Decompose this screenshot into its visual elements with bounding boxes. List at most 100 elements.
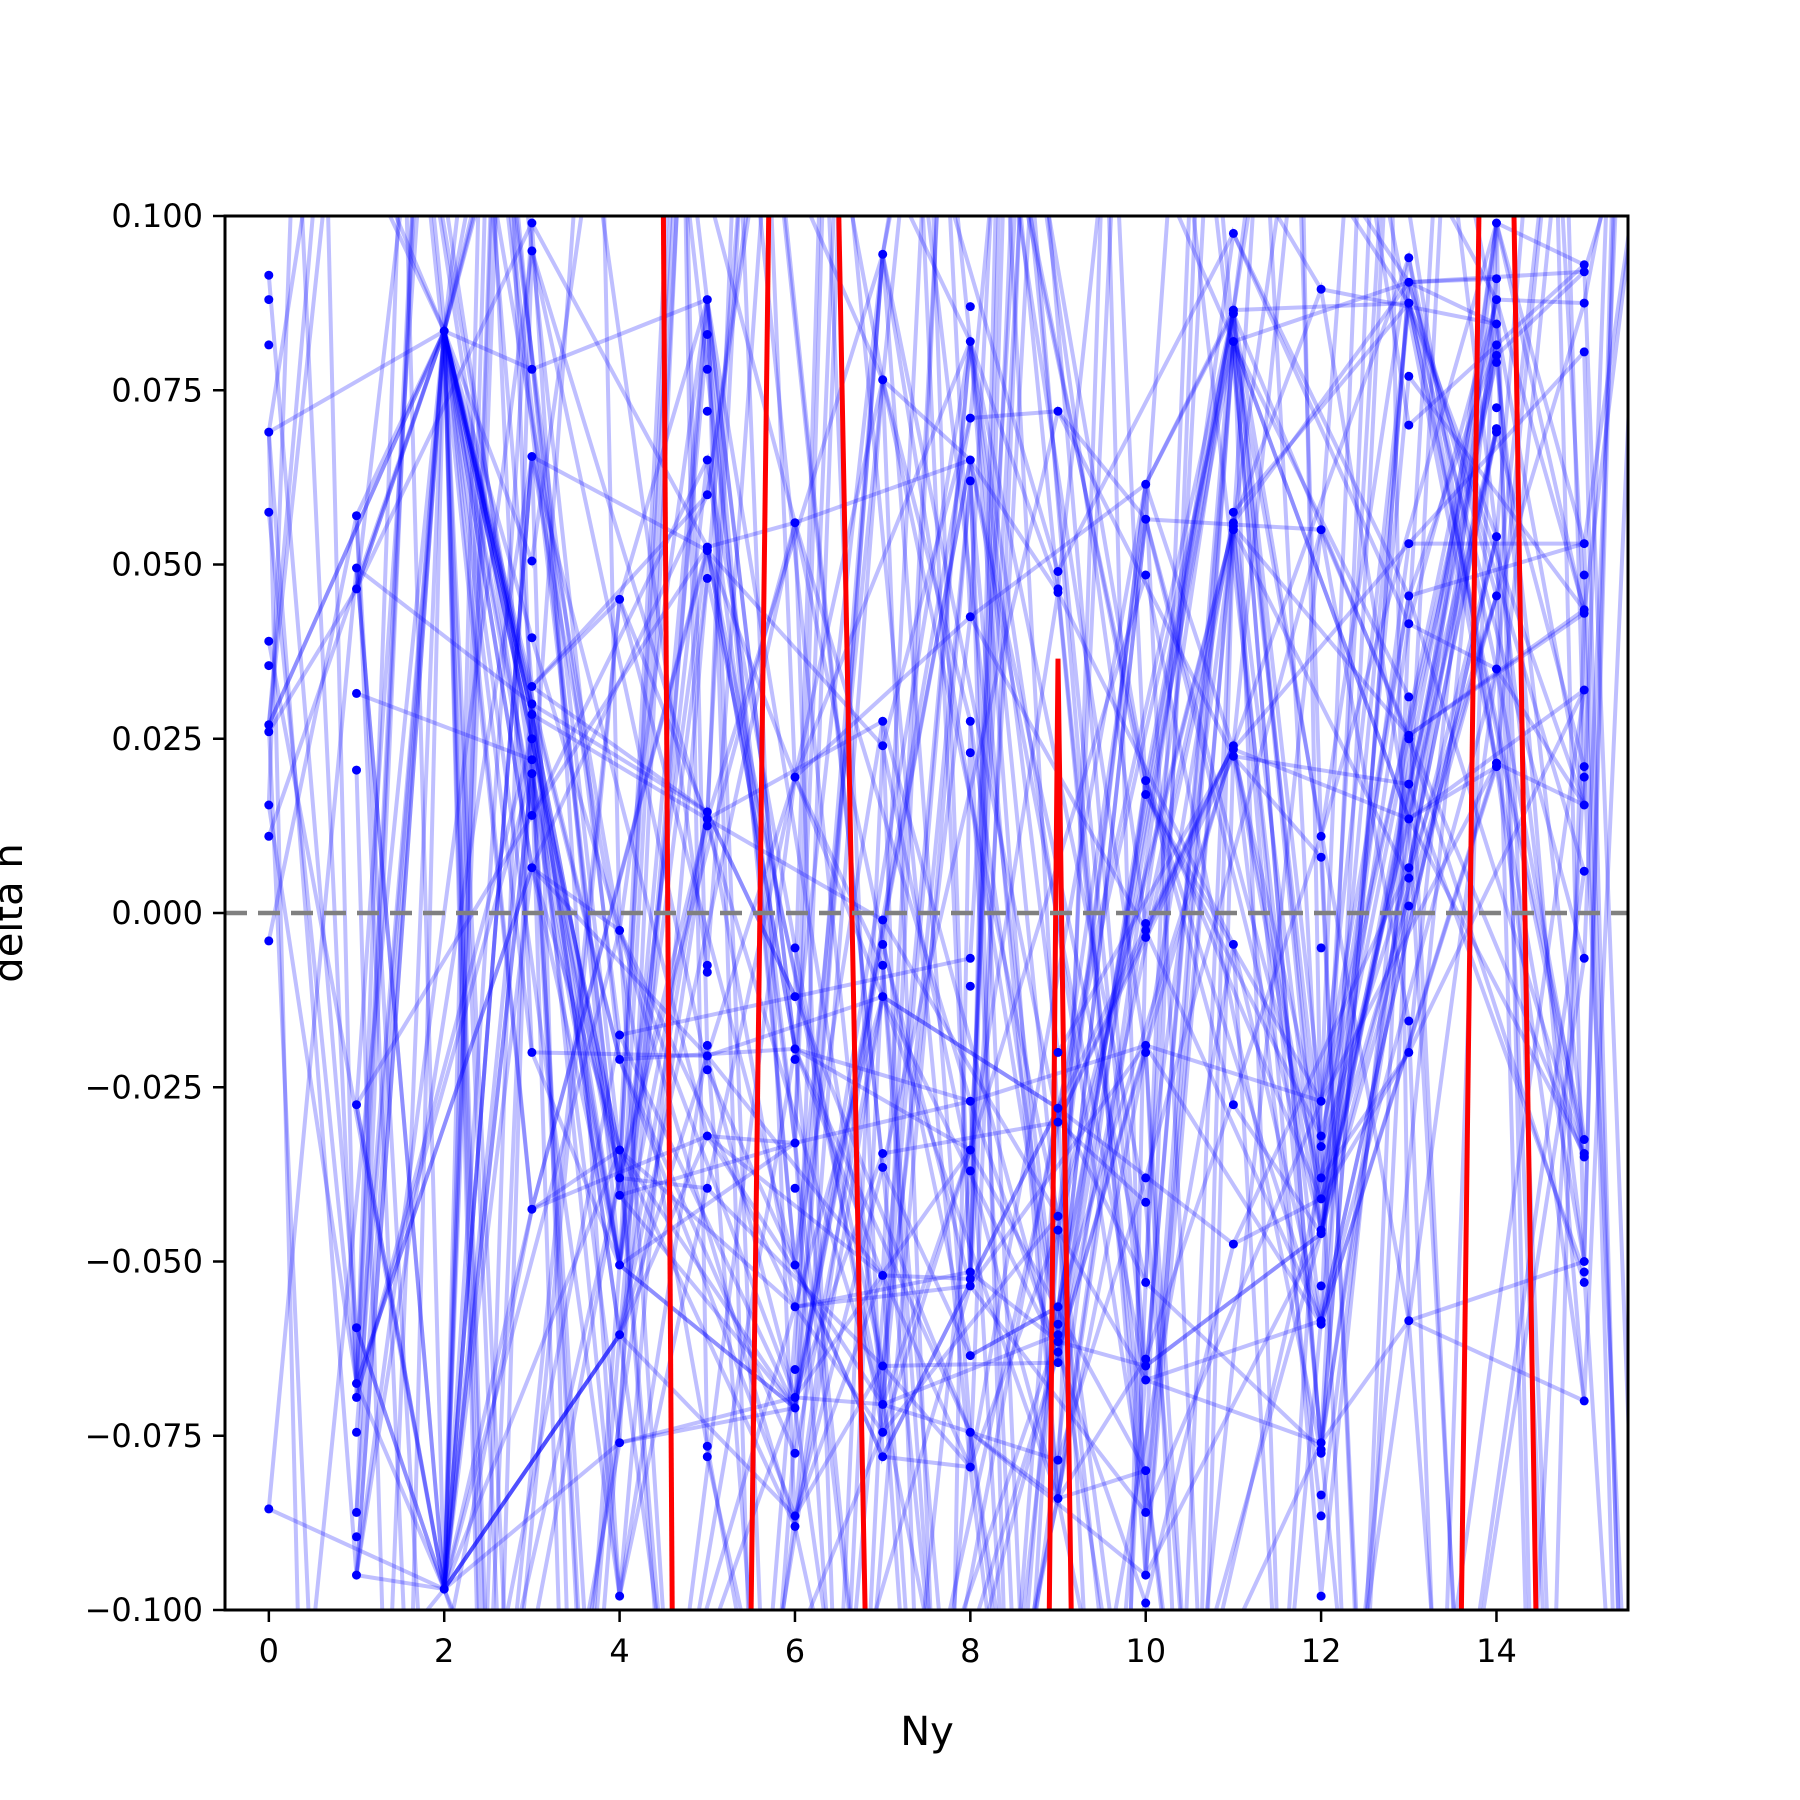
data-point [264,427,274,437]
blue-series-line [442,216,1525,1610]
data-point [702,1183,712,1193]
blue-series-line [266,216,1499,1610]
data-point [264,636,274,646]
data-point [1492,403,1501,413]
data-point [264,800,274,810]
blue-series-line [267,302,1587,1592]
data-point [1053,1211,1063,1221]
data-point [1404,873,1414,883]
data-point [1579,800,1589,810]
data-point [965,476,975,486]
data-point [1404,277,1414,287]
data-point [878,1162,888,1172]
blue-series-line [266,344,1499,1610]
blue-series-line [442,222,1621,1610]
data-point [1141,1466,1151,1476]
data-point [1228,525,1238,535]
data-point [1228,1100,1238,1110]
data-point [1053,406,1063,416]
data-point [878,249,888,259]
data-point [352,511,361,521]
y-tick-label: 0.050 [111,546,203,584]
data-point [702,821,712,831]
data-point [527,699,537,709]
data-point [264,507,274,517]
data-point [1316,831,1326,841]
data-point [352,1379,361,1388]
data-point [702,1441,712,1451]
data-point [1228,337,1238,346]
data-point [1579,1267,1589,1277]
data-point [1141,790,1151,799]
data-point [352,765,361,775]
data-point [790,1365,800,1374]
data-point [965,1281,975,1291]
data-point [790,943,800,953]
blue-series-line [354,216,1499,1590]
data-point [1053,1347,1063,1357]
data-point [1492,532,1501,542]
data-point [878,1399,888,1409]
red-series-line [1458,216,1482,1610]
y-tick-label: 0.000 [111,894,203,932]
data-point [965,1267,975,1277]
x-tick-label: 0 [259,1632,279,1670]
x-tick-label: 14 [1476,1632,1517,1670]
data-point [1404,734,1414,744]
data-point [1141,514,1151,524]
data-point [1579,260,1589,270]
data-point [1404,1016,1414,1026]
data-point [1141,1507,1151,1517]
y-axis: −0.100 −0.075 −0.050 −0.025 0.000 0.025 0.050 0… [85,197,225,1629]
data-point [1579,347,1589,357]
data-point [1316,284,1326,294]
data-point [1316,1319,1326,1329]
red-series-line [836,216,868,1610]
data-point [1141,570,1151,580]
data-point [1228,744,1238,754]
data-point [1141,932,1151,942]
data-point [1492,218,1501,228]
data-point [790,1183,800,1193]
data-point [264,720,274,730]
data-point [1053,1117,1063,1127]
y-tick-label: 0.100 [111,197,203,235]
data-point [1053,1047,1063,1057]
data-point [264,1504,274,1514]
data-point [790,1260,800,1270]
data-point [965,1427,975,1437]
blue-series-line [354,220,1586,1398]
data-point [615,594,625,604]
blue-series-line [354,216,1587,1359]
data-point [527,1204,537,1214]
blue-series-line [442,216,1499,1610]
data-point [1053,1330,1063,1340]
blue-series-line [266,216,1497,1610]
data-point [352,1427,361,1437]
data-point [1141,479,1151,489]
blue-series-line [266,216,1587,1610]
data-point [965,413,975,423]
blue-series-line [442,216,1614,1610]
data-point [615,925,625,935]
blue-series-line [354,216,1586,1610]
data-point [527,633,537,643]
data-point [1316,1591,1326,1601]
data-point [352,1100,361,1110]
data-point [1228,939,1238,949]
data-point [965,716,975,726]
data-point [965,953,975,963]
data-point [1316,1142,1326,1151]
data-point [439,1584,449,1594]
data-point [352,1532,361,1542]
data-point [702,807,712,817]
y-tick-label: 0.025 [111,720,203,758]
data-point [1141,1361,1151,1371]
data-point [790,1521,800,1531]
data-point [1316,525,1326,535]
data-point [702,546,712,556]
data-point [702,455,712,465]
data-point [615,1173,625,1183]
data-point [1579,1396,1589,1406]
